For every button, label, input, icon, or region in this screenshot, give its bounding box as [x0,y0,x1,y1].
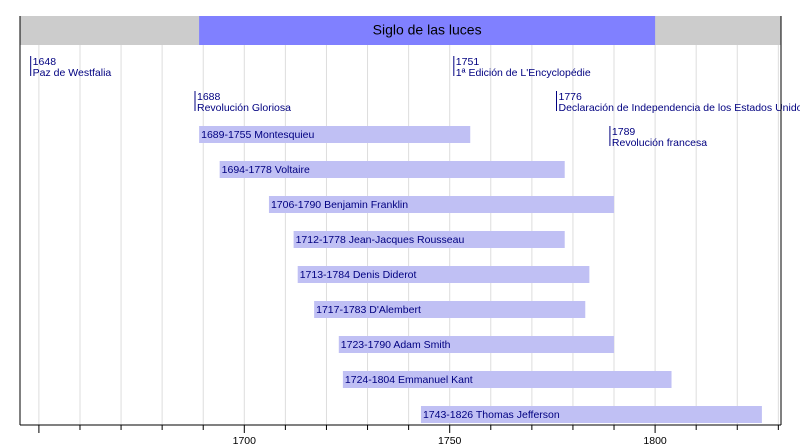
event-label: 1ª Edición de L'Encyclopédie [456,67,591,79]
lifespan-label: 1689-1755 Montesquieu [201,129,314,141]
event-label: Declaración de Independencia de los Esta… [559,102,800,114]
event-year: 1648 [33,56,57,68]
event-year: 1751 [456,56,480,68]
lifespan-bar [219,161,565,178]
lifespan-label: 1713-1784 Denis Diderot [300,269,417,281]
event-year: 1776 [559,91,583,103]
axis-tick-label: 1800 [643,435,667,447]
lifespan-bar [342,371,672,388]
lifespan-label: 1723-1790 Adam Smith [341,339,451,351]
event-label: Paz de Westfalia [33,67,112,79]
event-year: 1688 [197,91,221,103]
lifespan-bar [293,231,565,248]
lifespan-label: 1694-1778 Voltaire [222,164,310,176]
axis-tick-label: 1750 [438,435,462,447]
event-label: Revolución francesa [612,137,707,149]
lifespan-bar [338,336,615,353]
event-year: 1789 [612,126,636,138]
lifespan-label: 1724-1804 Emmanuel Kant [345,374,473,386]
x-axis: 1700 1750 1800 [19,16,782,447]
lifespan-label: 1743-1826 Thomas Jefferson [423,409,560,421]
event-label: Revolución Gloriosa [197,102,291,114]
lifespan-bar [297,266,590,283]
axis-tick-label: 1700 [233,435,257,447]
lifespan-bar [314,301,586,318]
lifespan-bars: 1689-1755 Montesquieu 1694-1778 Voltaire 1… [199,126,762,423]
lifespan-bar [420,406,762,423]
era-highlight [199,16,656,45]
lifespan-label: 1717-1783 D'Alembert [316,304,421,316]
lifespan-bar [199,126,471,143]
era-label: Siglo de las luces [373,22,482,38]
lifespan-bar [268,196,615,213]
lifespan-label: 1706-1790 Benjamin Franklin [271,199,408,211]
lifespan-label: 1712-1778 Jean-Jacques Rousseau [296,234,465,246]
